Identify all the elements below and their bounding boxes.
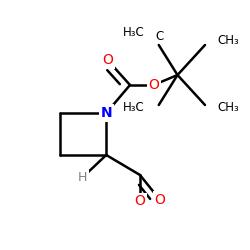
- Text: O: O: [102, 53, 113, 67]
- Text: O: O: [148, 78, 159, 92]
- Text: C: C: [155, 30, 163, 43]
- Text: H: H: [78, 171, 87, 184]
- Text: H₃C: H₃C: [123, 101, 145, 114]
- Text: H₃C: H₃C: [123, 26, 145, 39]
- Text: O: O: [154, 193, 166, 207]
- Text: CH₃: CH₃: [218, 101, 239, 114]
- Text: CH₃: CH₃: [218, 34, 239, 46]
- Text: O: O: [134, 194, 145, 208]
- Text: N: N: [100, 106, 112, 120]
